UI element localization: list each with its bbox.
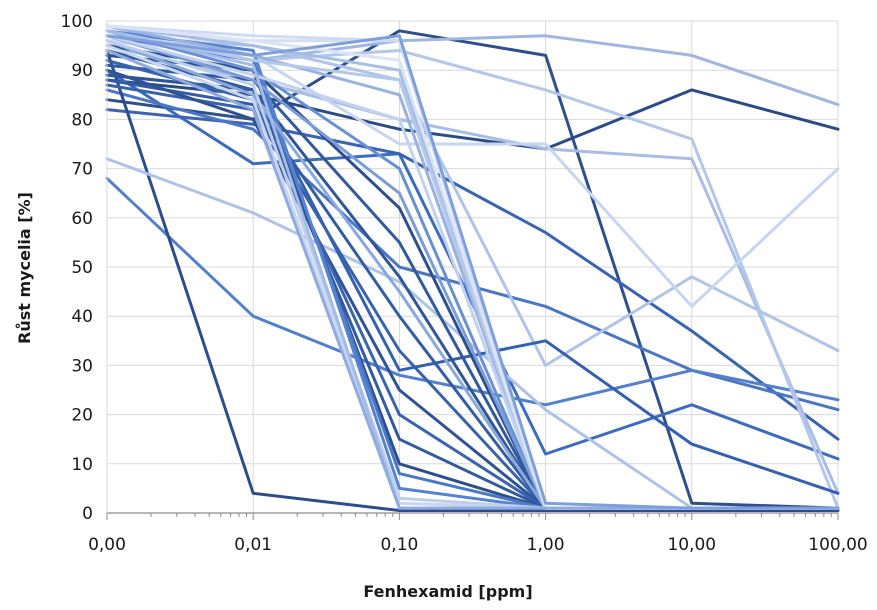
series-line (105, 34, 840, 510)
x-tick-label: 1,00 (527, 535, 565, 555)
series-line (105, 34, 840, 367)
y-tick-label: 50 (71, 258, 93, 278)
x-tick-label: 10,00 (667, 535, 716, 555)
y-tick-label: 20 (71, 406, 93, 426)
y-tick-label: 60 (71, 209, 93, 229)
y-axis-title: Růst mycelia [%] (15, 192, 34, 344)
y-tick-label: 0 (82, 504, 93, 524)
axes (106, 21, 838, 514)
x-tick-label: 0,01 (234, 535, 272, 555)
y-tick-label: 30 (71, 356, 93, 376)
series-line (105, 44, 840, 495)
x-tick-label: 0,10 (380, 535, 418, 555)
series-line (105, 49, 840, 512)
y-tick-label: 80 (71, 110, 93, 130)
y-tick-label: 90 (71, 61, 93, 81)
x-tick-label: 100,00 (808, 535, 867, 555)
x-tick-label: 0,00 (88, 535, 126, 555)
y-tick-label: 40 (71, 307, 93, 327)
series-lines (105, 24, 840, 512)
x-axis-title: Fenhexamid [ppm] (363, 582, 532, 601)
minor-ticks (106, 513, 839, 520)
tick-labels: 0 10 20 30 40 50 60 70 80 90 100 0,00 0,01 0,10 1,00 10… (61, 12, 868, 555)
y-tick-label: 100 (61, 12, 93, 32)
series-line (105, 29, 840, 510)
y-tick-label: 70 (71, 160, 93, 180)
y-tick-label: 10 (71, 455, 93, 475)
